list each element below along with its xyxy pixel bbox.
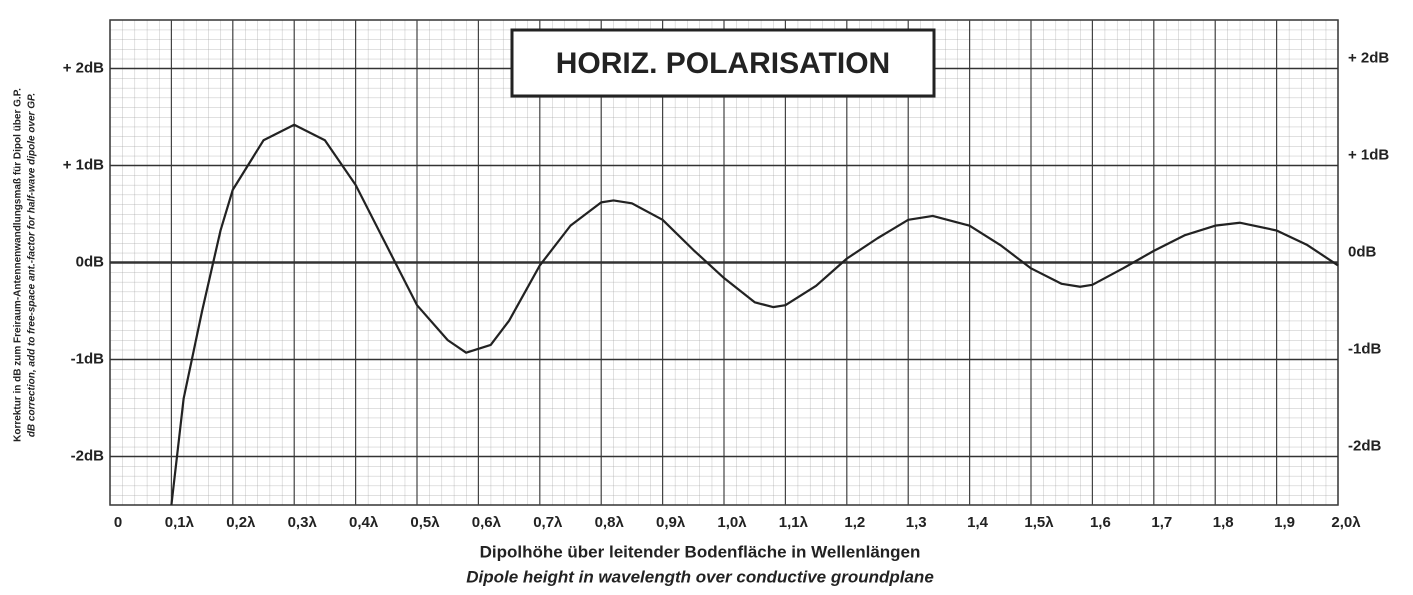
x-tick-label: 0,3λ (288, 514, 318, 531)
x-tick-label: 0 (114, 514, 122, 531)
y-axis-label: Korrektur in dB zum Freiraum-Antennenwan… (13, 88, 24, 442)
chart-title: HORIZ. POLARISATION (556, 47, 890, 80)
x-tick-label: 1,4 (967, 514, 989, 531)
x-tick-label: 1,9 (1274, 514, 1295, 531)
line (170, 123, 1339, 506)
y-tick-label: -1dB (71, 350, 105, 367)
y-tick-label: -2dB (71, 447, 105, 464)
grid (109, 20, 1339, 505)
y-tick-label: + 2dB (63, 59, 104, 76)
x-tick-label: 1,2 (844, 514, 865, 531)
x-tick-label: 0,2λ (226, 514, 256, 531)
x-tick-label: 0,5λ (410, 514, 440, 531)
x-tick-label: 1,7 (1151, 514, 1172, 531)
x-axis-label-en: Dipole height in wavelength over conduct… (466, 567, 934, 586)
title-box (510, 28, 936, 98)
y2-tick-label: 0dB (1348, 243, 1377, 260)
x-tick-label: 0,9λ (656, 514, 686, 531)
x-tick-label: 1,0λ (717, 514, 747, 531)
y2-tick-label: + 2dB (1348, 49, 1389, 66)
x-tick-label: 0,8λ (595, 514, 625, 531)
x-tick-label: 0,1λ (165, 514, 195, 531)
marks (170, 123, 1339, 506)
x-tick-label: 1,5λ (1024, 514, 1054, 531)
x-tick-label: 1,1λ (779, 514, 809, 531)
x-tick-label: 2,0λ (1331, 514, 1361, 531)
y-tick-label: 0dB (76, 253, 105, 270)
x-tick-label: 0,7λ (533, 514, 563, 531)
y-axis-label-en: dB correction, add to free-space ant.-fa… (27, 93, 38, 437)
x-tick-label: 1,8 (1213, 514, 1234, 531)
y-tick-label: + 1dB (63, 156, 104, 173)
x-tick-label: 1,6 (1090, 514, 1111, 531)
y2-tick-label: -1dB (1348, 340, 1382, 357)
y2-tick-label: + 1dB (1348, 146, 1389, 163)
x-tick-label: 0,4λ (349, 514, 379, 531)
x-tick-label: 0,6λ (472, 514, 502, 531)
x-tick-label: 1,3 (906, 514, 927, 531)
y2-tick-label: -2dB (1348, 437, 1382, 454)
x-axis-label: Dipolhöhe über leitender Bodenfläche in … (480, 542, 921, 561)
